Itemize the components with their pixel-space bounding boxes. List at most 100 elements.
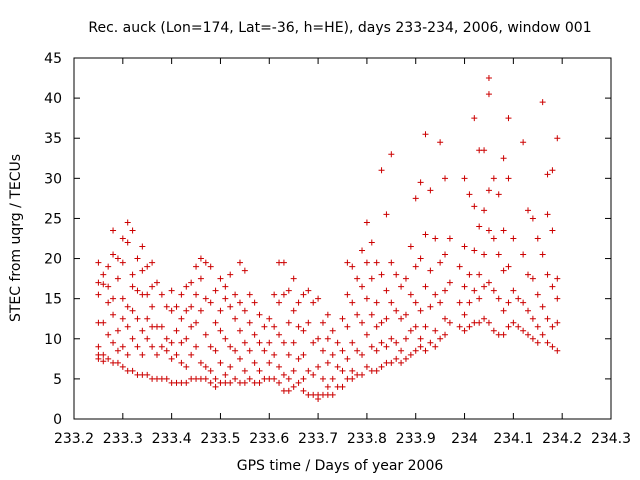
data-point — [471, 115, 478, 122]
y-tick-label: 35 — [44, 131, 62, 147]
data-point — [271, 375, 278, 382]
data-point — [119, 235, 126, 242]
data-point — [378, 319, 385, 326]
data-point — [476, 319, 483, 326]
data-point — [144, 315, 151, 322]
data-point — [378, 363, 385, 370]
data-point — [144, 335, 151, 342]
data-point — [261, 347, 268, 354]
data-point — [114, 327, 121, 334]
data-point — [241, 267, 248, 274]
data-point — [437, 299, 444, 306]
data-point — [505, 299, 512, 306]
data-point — [373, 259, 380, 266]
data-point — [500, 267, 507, 274]
data-point — [432, 291, 439, 298]
y-tick-label: 45 — [44, 51, 62, 67]
data-point — [173, 351, 180, 358]
data-point — [266, 339, 273, 346]
data-point — [500, 307, 507, 314]
data-point — [280, 291, 287, 298]
data-point — [481, 207, 488, 214]
data-point — [149, 303, 156, 310]
data-point — [432, 343, 439, 350]
data-point — [183, 379, 190, 386]
data-point — [456, 299, 463, 306]
data-point — [383, 315, 390, 322]
data-point — [256, 311, 263, 318]
data-point — [188, 323, 195, 330]
data-point — [505, 263, 512, 270]
data-point — [363, 363, 370, 370]
data-point — [515, 323, 522, 330]
data-point — [168, 339, 175, 346]
data-point — [290, 339, 297, 346]
plot-frame — [73, 57, 612, 420]
data-point — [305, 367, 312, 374]
x-tick-label: 233.3 — [103, 431, 143, 447]
data-point — [95, 259, 102, 266]
data-point — [139, 267, 146, 274]
data-point — [534, 235, 541, 242]
data-point — [442, 315, 449, 322]
data-point — [124, 303, 131, 310]
data-point — [144, 291, 151, 298]
data-point — [481, 283, 488, 290]
data-point — [554, 347, 561, 354]
data-point — [324, 383, 331, 390]
data-point — [388, 359, 395, 366]
data-point — [124, 219, 131, 226]
data-point — [529, 275, 536, 282]
x-tick-label: 233.6 — [249, 431, 289, 447]
data-point — [202, 259, 209, 266]
axis-ticks: 233.2 233.3 233.4 233.5 233.6 233.7 233.8 233.9… — [44, 51, 631, 447]
data-point — [149, 283, 156, 290]
data-point — [339, 315, 346, 322]
data-point — [324, 311, 331, 318]
data-point — [114, 255, 121, 262]
data-point — [476, 271, 483, 278]
y-tick-label: 5 — [53, 372, 62, 388]
x-tick-label: 234.3 — [591, 431, 631, 447]
y-tick-label: 30 — [44, 171, 62, 187]
data-point — [525, 271, 532, 278]
data-point — [129, 307, 136, 314]
data-point — [417, 307, 424, 314]
data-point — [153, 279, 160, 286]
data-point — [188, 351, 195, 358]
data-point — [412, 263, 419, 270]
data-point — [349, 375, 356, 382]
data-point — [485, 319, 492, 326]
data-point — [285, 375, 292, 382]
data-point — [407, 243, 414, 250]
data-point — [207, 263, 214, 270]
data-point — [388, 259, 395, 266]
data-point — [290, 307, 297, 314]
data-point — [197, 307, 204, 314]
data-point — [149, 343, 156, 350]
data-point — [363, 331, 370, 338]
data-point — [529, 315, 536, 322]
data-point — [168, 307, 175, 314]
data-point — [544, 171, 551, 178]
data-point — [520, 251, 527, 258]
data-point — [119, 363, 126, 370]
data-point — [515, 295, 522, 302]
data-point — [227, 303, 234, 310]
data-point — [290, 383, 297, 390]
data-point — [158, 291, 165, 298]
data-point — [95, 279, 102, 286]
data-point — [222, 335, 229, 342]
data-point — [236, 327, 243, 334]
data-point — [485, 91, 492, 98]
data-point — [212, 319, 219, 326]
data-point — [500, 155, 507, 162]
data-point — [119, 295, 126, 302]
data-point — [490, 175, 497, 182]
data-point — [383, 343, 390, 350]
data-point — [119, 343, 126, 350]
data-point — [398, 359, 405, 366]
data-point — [315, 335, 322, 342]
data-point — [110, 311, 117, 318]
data-point — [329, 327, 336, 334]
